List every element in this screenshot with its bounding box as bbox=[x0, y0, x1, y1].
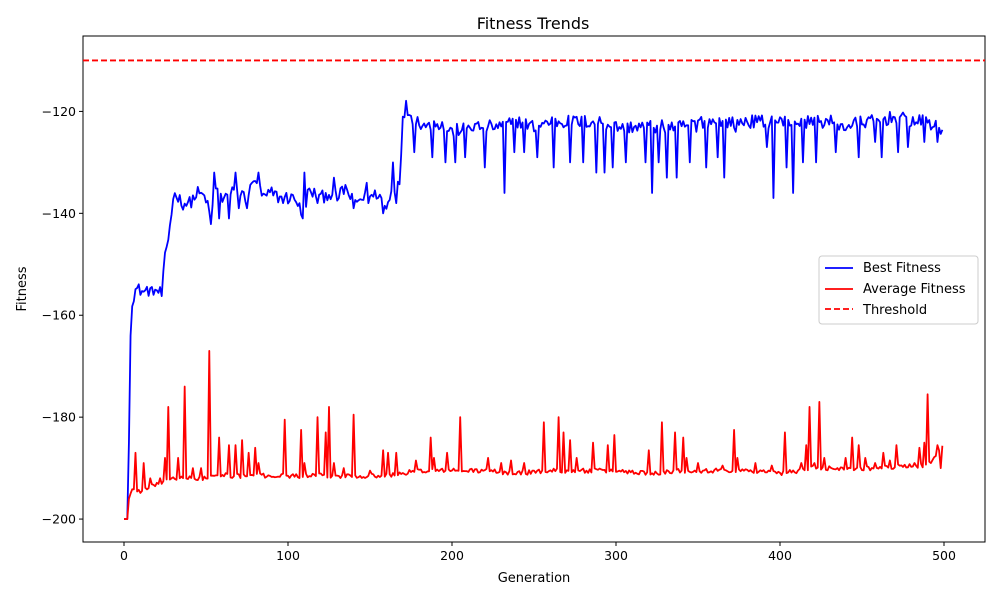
x-tick-label: 100 bbox=[276, 548, 300, 563]
legend-label-average-fitness: Average Fitness bbox=[863, 282, 966, 297]
y-tick-label: −200 bbox=[42, 512, 76, 527]
legend: Best Fitness Average Fitness Threshold bbox=[818, 255, 979, 325]
x-tick-label: 0 bbox=[120, 548, 128, 563]
y-tick-label: −180 bbox=[42, 410, 76, 425]
plot-frame bbox=[82, 35, 986, 543]
legend-box bbox=[818, 255, 979, 325]
x-tick-label: 300 bbox=[604, 548, 628, 563]
x-tick-label: 400 bbox=[768, 548, 792, 563]
best-fitness-line bbox=[124, 99, 944, 520]
y-axis-ticks: −200 −180 −160 −140 −120 bbox=[42, 104, 83, 527]
y-tick-label: −140 bbox=[42, 206, 76, 221]
x-tick-label: 500 bbox=[932, 548, 956, 563]
series-layer bbox=[83, 59, 985, 520]
x-tick-label: 200 bbox=[440, 548, 464, 563]
y-tick-label: −160 bbox=[42, 308, 76, 323]
average-fitness-line bbox=[124, 350, 944, 520]
y-axis-label: Fitness bbox=[15, 266, 30, 311]
x-axis-ticks: 0 100 200 300 400 500 bbox=[120, 542, 956, 563]
legend-label-threshold: Threshold bbox=[862, 303, 927, 318]
chart-title: Fitness Trends bbox=[477, 14, 590, 33]
plot-area bbox=[82, 35, 986, 543]
x-axis-label: Generation bbox=[498, 571, 571, 586]
legend-label-best-fitness: Best Fitness bbox=[863, 261, 941, 276]
y-tick-label: −120 bbox=[42, 104, 76, 119]
